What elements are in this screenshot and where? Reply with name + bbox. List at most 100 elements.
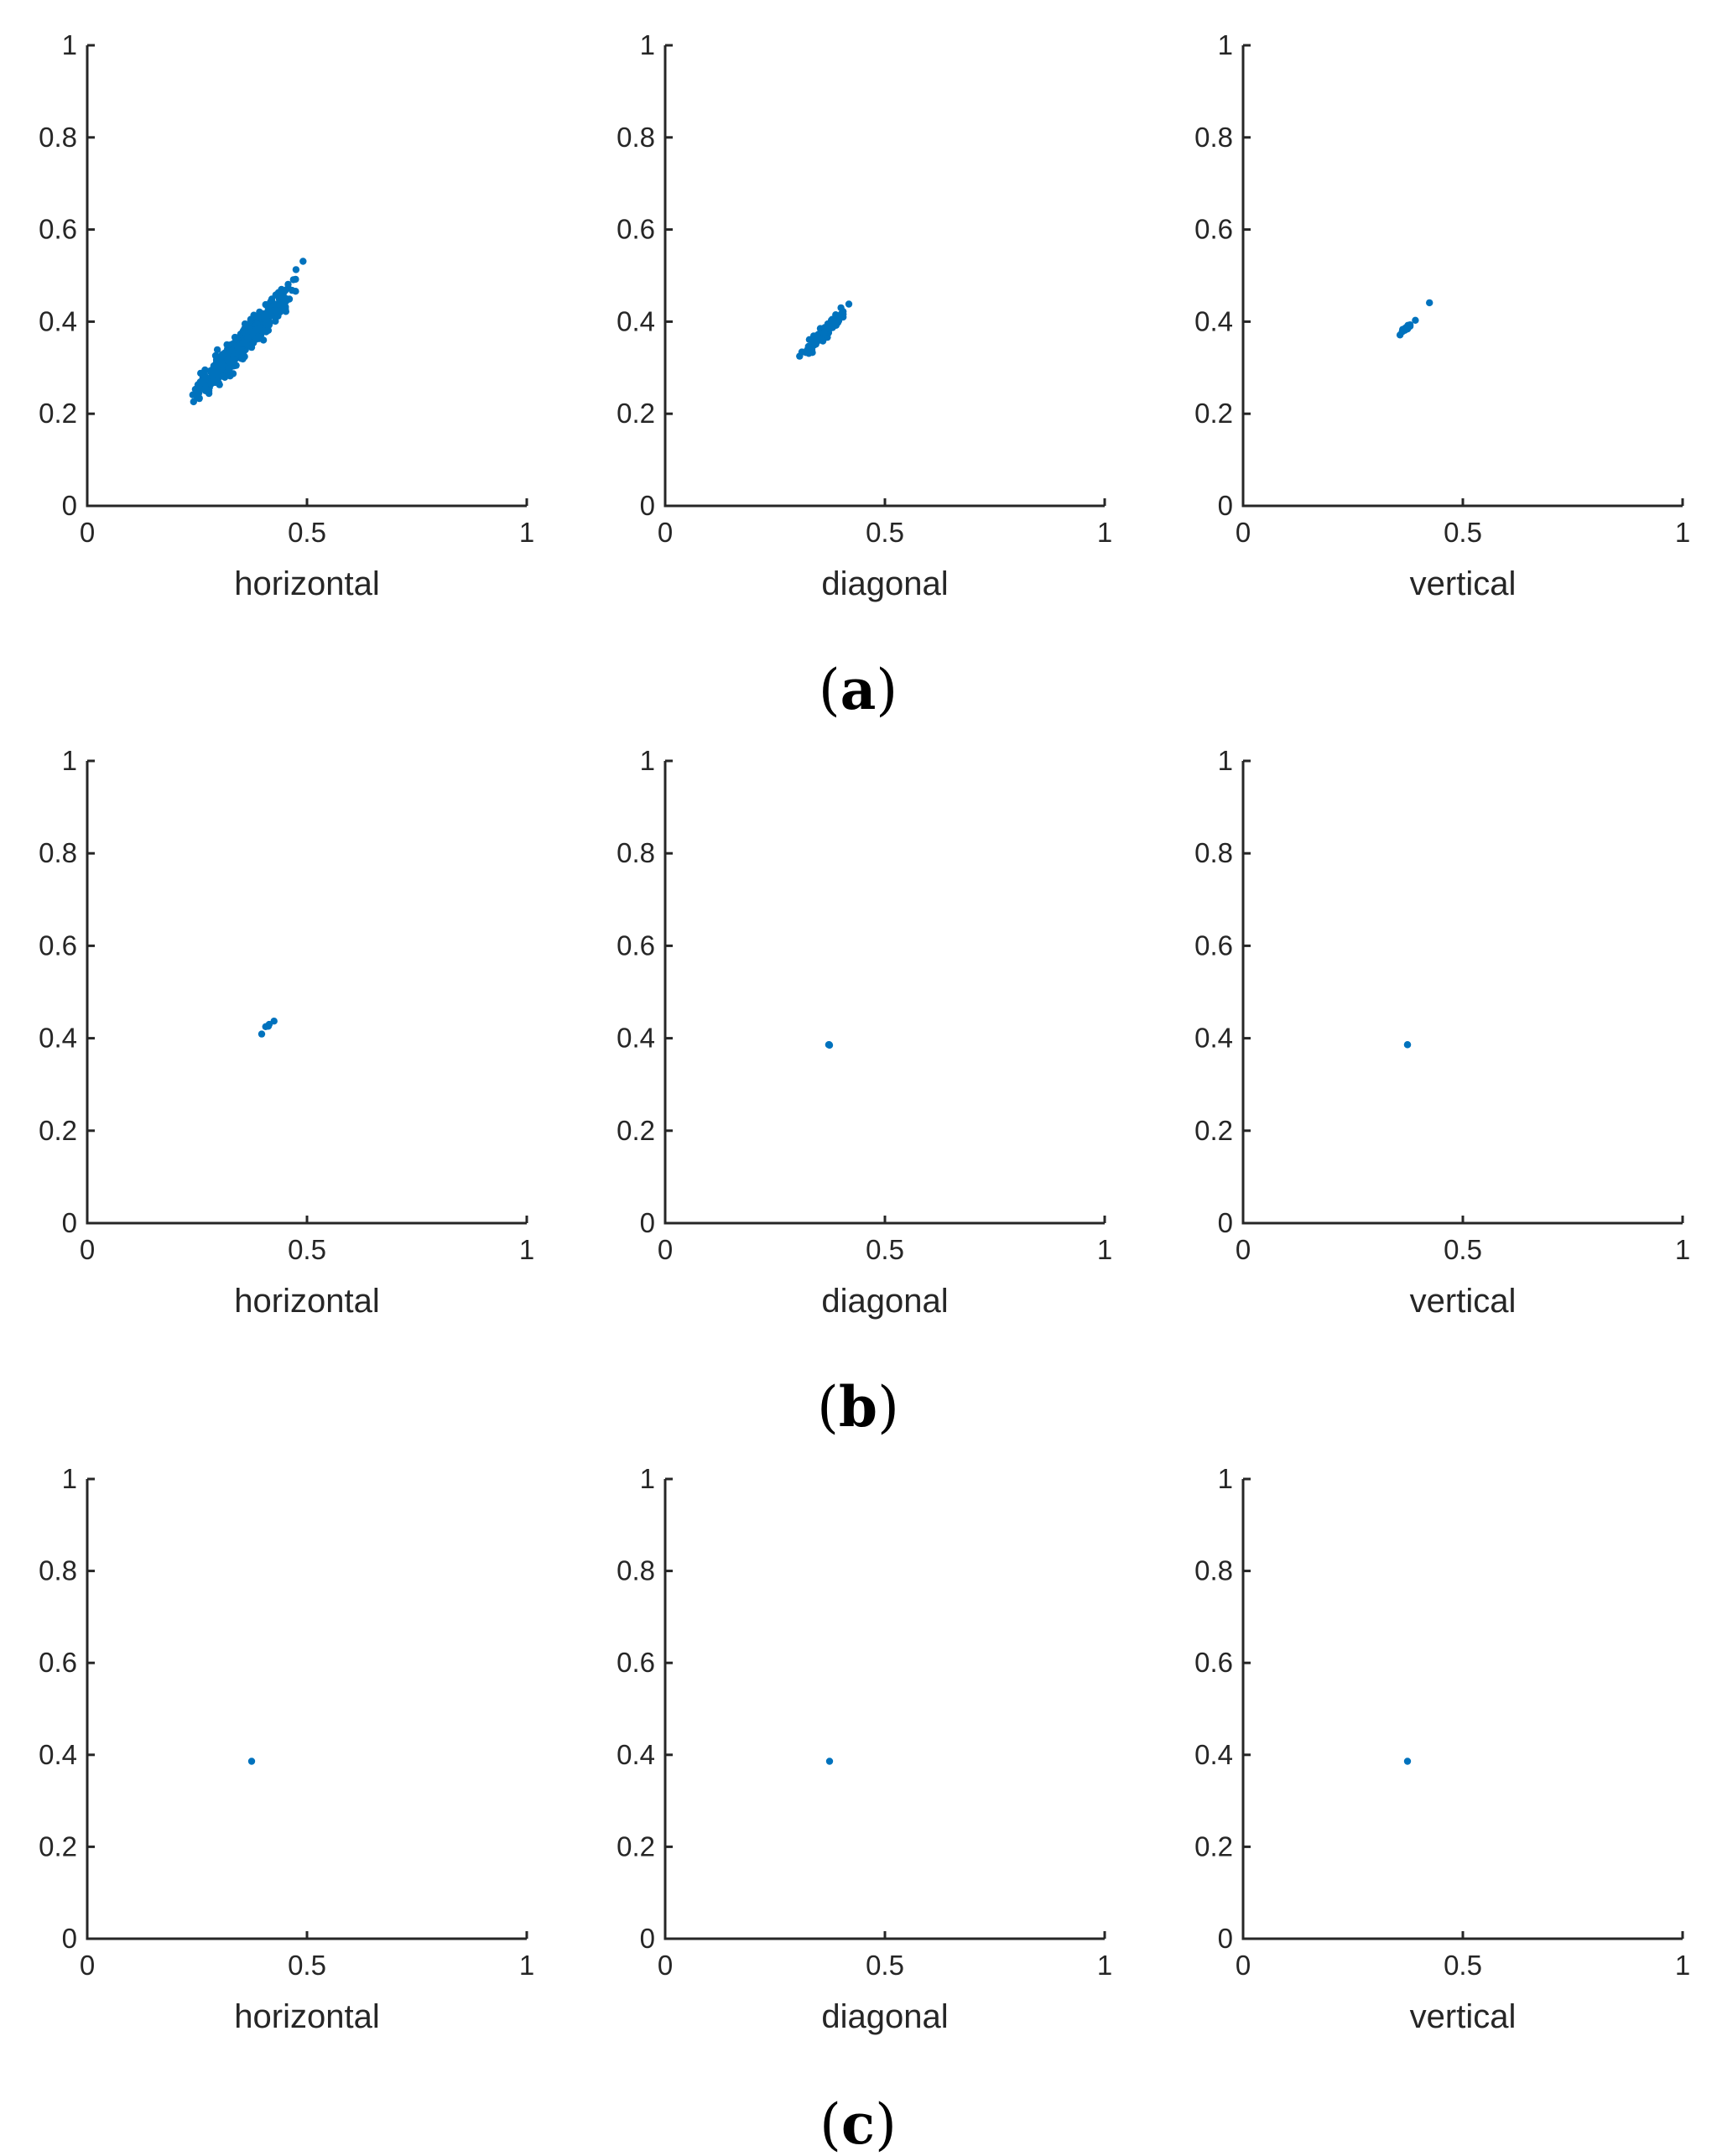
x-axis-label: diagonal — [821, 1998, 948, 2035]
scatter-point — [274, 292, 282, 299]
y-tick-label: 1 — [62, 745, 77, 776]
scatter-points — [796, 300, 853, 360]
axis-lines — [86, 761, 527, 1225]
x-axis-label: diagonal — [821, 1283, 948, 1320]
y-tick-label: 0 — [1218, 490, 1233, 521]
y-tick-label: 1 — [640, 29, 655, 60]
y-tick-label: 1 — [62, 29, 77, 60]
x-tick-label: 0.5 — [866, 1234, 904, 1265]
scatter-point — [267, 311, 275, 319]
x-axis-label: horizontal — [234, 565, 379, 602]
y-tick-label: 1 — [1218, 1463, 1233, 1494]
scatter-point — [210, 368, 217, 376]
scatter-point — [202, 374, 211, 382]
y-tick-label: 0.2 — [1194, 1831, 1233, 1862]
y-tick-label: 0.4 — [617, 305, 655, 336]
y-tick-label: 0.6 — [617, 930, 655, 961]
scatter-point — [1412, 316, 1419, 324]
y-tick-label: 0.8 — [1194, 837, 1233, 868]
y-tick-label: 0.2 — [617, 398, 655, 429]
scatter-point — [289, 286, 296, 294]
scatter-point — [278, 300, 286, 309]
x-tick-label: 0 — [80, 517, 95, 548]
x-tick-label: 1 — [519, 517, 534, 548]
y-tick-label: 1 — [62, 1463, 77, 1494]
x-tick-label: 0 — [658, 1234, 673, 1265]
scatter-points — [1396, 299, 1433, 339]
x-tick-label: 1 — [1675, 1950, 1690, 1981]
y-tick-label: 1 — [640, 1463, 655, 1494]
y-tick-label: 0.4 — [1194, 1023, 1233, 1054]
x-tick-label: 0 — [658, 517, 673, 548]
x-tick-label: 0.5 — [288, 517, 326, 548]
scatter-point — [247, 1758, 256, 1765]
scatter-point — [1403, 1041, 1412, 1049]
y-tick-label: 0.2 — [1194, 1115, 1233, 1146]
scatter-points — [825, 1758, 834, 1765]
x-axis-label: vertical — [1410, 1283, 1517, 1320]
scatter-panel-c-vertical: 0 0.2 0.4 0.6 0.8 1 0 0.5 1 vertical — [1194, 1463, 1690, 2035]
scatter-point — [264, 1022, 273, 1029]
y-tick-label: 0.8 — [1194, 1555, 1233, 1586]
scatter-panel-a-horizontal: 0 0.2 0.4 0.6 0.8 1 0 0.5 1 horizontal — [39, 29, 534, 602]
x-tick-label: 1 — [519, 1234, 534, 1265]
scatter-point — [1426, 299, 1433, 307]
scatter-panel-a-diagonal: 0 0.2 0.4 0.6 0.8 1 0 0.5 1 diagonal — [617, 29, 1112, 602]
y-tick-label: 0.4 — [617, 1739, 655, 1770]
axis-lines — [1241, 761, 1683, 1225]
y-tick-label: 0.2 — [617, 1831, 655, 1862]
scatter-point — [272, 307, 279, 315]
scatter-panel-c-diagonal: 0 0.2 0.4 0.6 0.8 1 0 0.5 1 diagonal — [617, 1463, 1112, 2035]
x-tick-label: 0.5 — [866, 517, 904, 548]
y-tick-label: 0.4 — [39, 305, 77, 336]
y-tick-label: 1 — [1218, 745, 1233, 776]
panel-caption-b: (b) — [817, 1374, 899, 1440]
y-tick-label: 0.6 — [1194, 930, 1233, 961]
x-tick-label: 0 — [658, 1950, 673, 1981]
scatter-panel-a-vertical: 0 0.2 0.4 0.6 0.8 1 0 0.5 1 vertical — [1194, 29, 1690, 602]
x-axis-label: vertical — [1410, 565, 1517, 602]
x-tick-label: 0 — [80, 1950, 95, 1981]
scatter-point — [820, 329, 828, 336]
scatter-panel-b-vertical: 0 0.2 0.4 0.6 0.8 1 0 0.5 1 vertical — [1194, 745, 1690, 1320]
y-tick-label: 0.6 — [617, 1647, 655, 1678]
scatter-points — [189, 258, 307, 406]
x-tick-label: 0 — [80, 1234, 95, 1265]
scatter-point — [205, 387, 213, 394]
axis-lines — [663, 1479, 1105, 1940]
x-axis-label: diagonal — [821, 565, 948, 602]
scatter-point — [265, 321, 273, 329]
y-tick-label: 0.6 — [39, 930, 77, 961]
y-tick-label: 0.8 — [617, 1555, 655, 1586]
scatter-point — [268, 295, 276, 303]
y-tick-label: 0.8 — [39, 122, 77, 153]
x-tick-label: 0.5 — [1444, 1234, 1482, 1265]
x-tick-label: 0 — [1236, 517, 1251, 548]
axis-lines — [86, 1479, 527, 1940]
x-tick-label: 1 — [519, 1950, 534, 1981]
scatter-points — [247, 1758, 256, 1765]
y-tick-label: 0.4 — [39, 1739, 77, 1770]
x-tick-label: 0.5 — [866, 1950, 904, 1981]
scatter-point — [218, 359, 226, 367]
y-tick-label: 0.2 — [617, 1115, 655, 1146]
x-tick-label: 0.5 — [288, 1234, 326, 1265]
scatter-point — [835, 312, 843, 320]
scatter-point — [817, 335, 825, 342]
axis-lines — [86, 45, 527, 508]
scatter-point — [197, 369, 205, 378]
y-tick-label: 0 — [62, 1923, 77, 1954]
scatter-point — [284, 280, 292, 289]
scatter-points — [1403, 1041, 1412, 1049]
x-axis-label: vertical — [1410, 1998, 1517, 2035]
scatter-point — [239, 339, 247, 346]
x-tick-label: 1 — [1675, 517, 1690, 548]
x-tick-label: 1 — [1097, 517, 1112, 548]
y-tick-label: 0 — [62, 490, 77, 521]
y-tick-label: 0.2 — [39, 1115, 77, 1146]
axis-lines — [663, 45, 1105, 508]
scatter-point — [282, 286, 289, 294]
scatter-points — [825, 1041, 834, 1049]
axis-lines — [1241, 45, 1683, 508]
